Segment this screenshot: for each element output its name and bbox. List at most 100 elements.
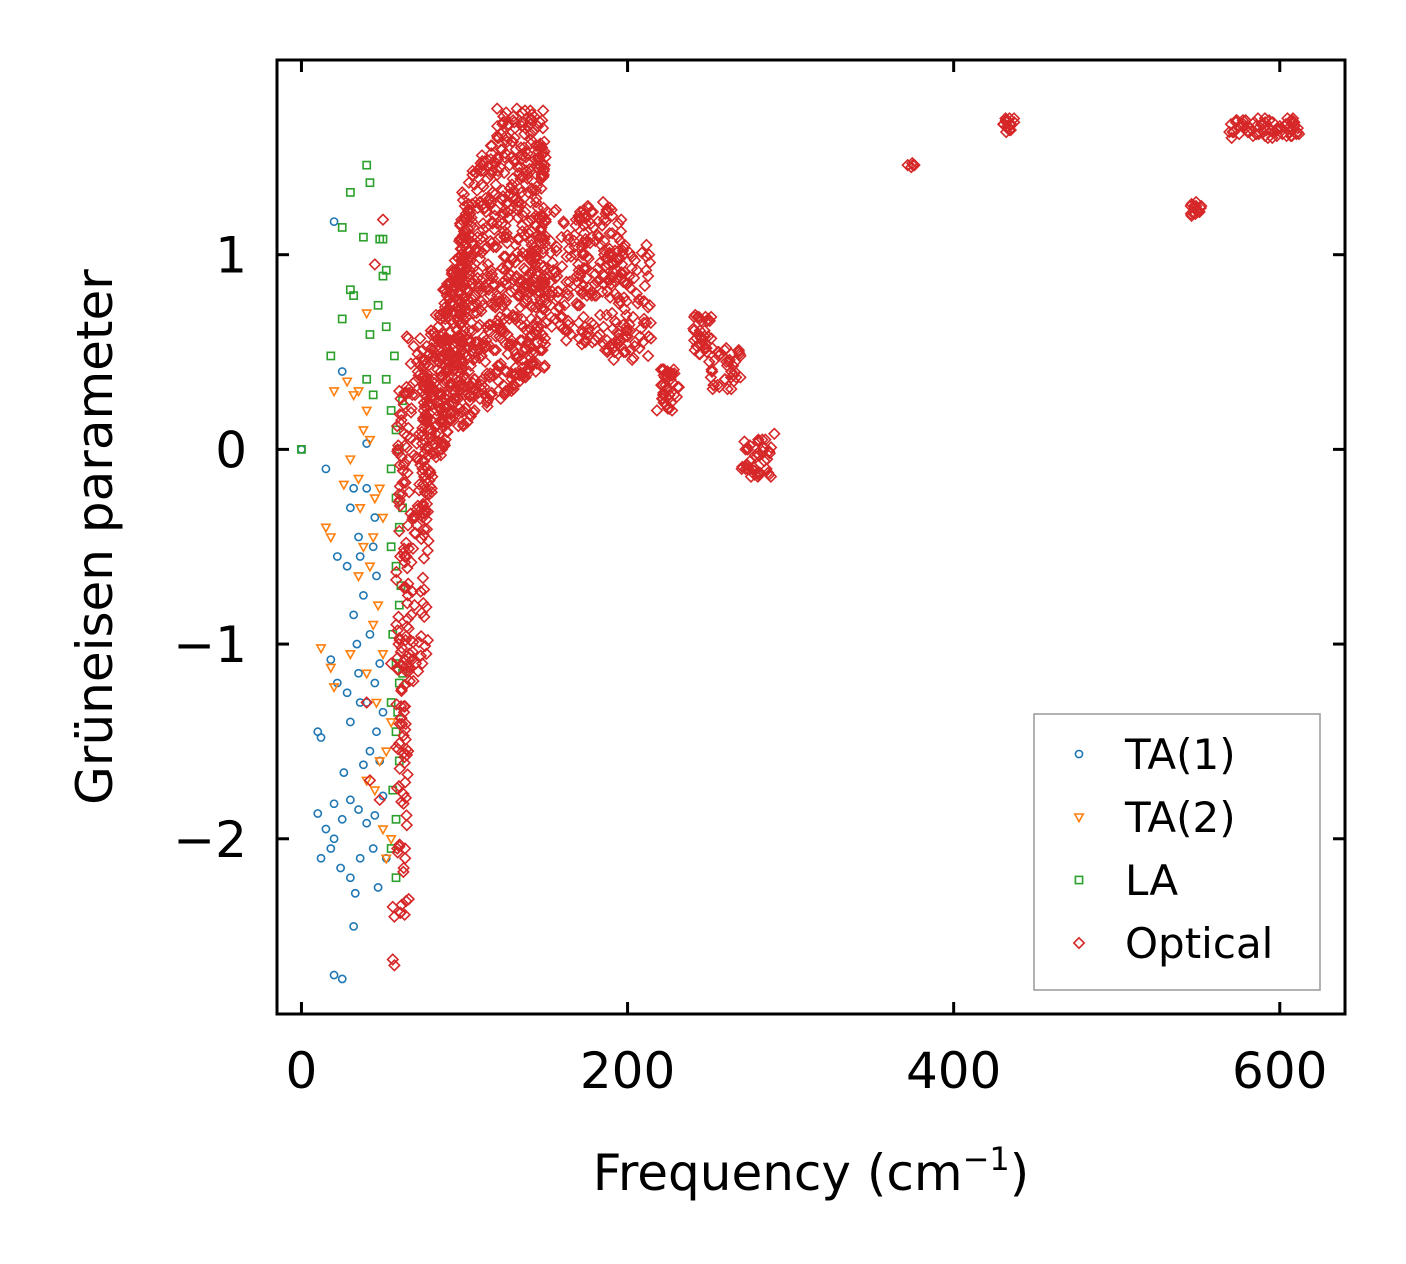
diamond-marker bbox=[599, 207, 612, 221]
diamond-marker bbox=[1241, 125, 1255, 139]
diamond-marker bbox=[535, 114, 549, 127]
circle-marker bbox=[373, 883, 383, 892]
series-optical bbox=[360, 102, 1306, 972]
diamond-marker bbox=[644, 316, 658, 330]
diamond-marker bbox=[419, 443, 433, 456]
diamond-marker bbox=[510, 269, 523, 283]
diamond-marker bbox=[417, 369, 430, 382]
diamond-marker bbox=[470, 306, 483, 320]
circle-marker bbox=[326, 844, 336, 853]
diamond-marker bbox=[904, 160, 918, 174]
diamond-marker bbox=[580, 289, 594, 302]
diamond-marker bbox=[720, 355, 733, 369]
diamond-marker bbox=[416, 497, 430, 511]
diamond-marker bbox=[389, 740, 403, 754]
diamond-marker bbox=[627, 271, 641, 285]
series-la bbox=[297, 160, 407, 883]
circle-marker bbox=[313, 809, 323, 818]
diamond-marker bbox=[628, 339, 641, 353]
diamond-marker bbox=[397, 398, 411, 411]
triangle-marker bbox=[354, 503, 366, 515]
diamond-marker bbox=[395, 682, 409, 696]
triangle-marker bbox=[369, 494, 381, 505]
diamond-marker bbox=[724, 382, 738, 396]
diamond-marker bbox=[584, 217, 598, 230]
square-marker bbox=[391, 561, 401, 571]
diamond-marker bbox=[408, 598, 421, 612]
diamond-marker bbox=[560, 287, 574, 300]
diamond-marker bbox=[752, 468, 765, 482]
diamond-marker bbox=[520, 363, 533, 376]
square-marker bbox=[362, 374, 372, 384]
diamond-marker bbox=[456, 419, 470, 433]
legend-triangle-marker bbox=[1073, 813, 1085, 824]
diamond-marker bbox=[510, 102, 524, 116]
diamond-marker bbox=[498, 151, 511, 164]
triangle-marker bbox=[369, 786, 381, 797]
diamond-marker bbox=[608, 314, 622, 328]
circle-marker bbox=[365, 629, 375, 639]
diamond-marker bbox=[431, 363, 444, 376]
diamond-marker bbox=[724, 371, 738, 384]
diamond-marker bbox=[458, 226, 472, 240]
legend-label: TA(2) bbox=[1124, 793, 1236, 842]
square-marker bbox=[345, 187, 355, 197]
legend-label: LA bbox=[1125, 856, 1178, 905]
diamond-marker bbox=[404, 357, 418, 371]
diamond-marker bbox=[503, 267, 517, 281]
diamond-marker bbox=[415, 429, 429, 443]
diamond-marker bbox=[546, 285, 559, 299]
diamond-marker bbox=[500, 236, 514, 250]
diamond-marker bbox=[508, 312, 522, 326]
diamond-marker bbox=[435, 443, 449, 456]
triangle-marker bbox=[325, 533, 337, 544]
diamond-marker bbox=[451, 392, 465, 406]
diamond-marker bbox=[573, 298, 586, 312]
diamond-marker bbox=[493, 359, 506, 373]
diamond-marker bbox=[562, 242, 576, 256]
diamond-marker bbox=[527, 279, 540, 293]
diamond-marker bbox=[519, 263, 532, 277]
diamond-marker bbox=[718, 343, 732, 357]
diamond-marker bbox=[501, 384, 515, 398]
diamond-marker bbox=[420, 497, 434, 511]
diamond-marker bbox=[555, 260, 569, 273]
diamond-marker bbox=[734, 371, 747, 384]
diamond-marker bbox=[423, 384, 437, 398]
diamond-marker bbox=[588, 334, 602, 347]
diamond-marker bbox=[392, 524, 406, 538]
diamond-marker bbox=[760, 462, 773, 476]
diamond-marker bbox=[465, 215, 479, 228]
diamond-marker bbox=[743, 454, 757, 468]
diamond-marker bbox=[537, 260, 550, 273]
diamond-marker bbox=[406, 542, 420, 556]
diamond-marker bbox=[400, 818, 414, 832]
triangle-marker bbox=[385, 834, 397, 846]
diamond-marker bbox=[457, 248, 471, 262]
circle-marker bbox=[370, 678, 380, 688]
diamond-marker bbox=[485, 139, 499, 152]
diamond-marker bbox=[515, 186, 528, 199]
diamond-marker bbox=[712, 349, 726, 363]
diamond-marker bbox=[612, 217, 625, 230]
diamond-marker bbox=[391, 651, 404, 665]
diamond-marker bbox=[476, 230, 490, 244]
diamond-marker bbox=[549, 203, 563, 217]
diamond-marker bbox=[1249, 119, 1263, 133]
square-marker bbox=[337, 314, 347, 324]
diamond-marker bbox=[1258, 112, 1272, 125]
diamond-marker bbox=[459, 238, 473, 252]
square-marker bbox=[337, 223, 347, 232]
diamond-marker bbox=[455, 335, 469, 349]
diamond-marker bbox=[400, 561, 414, 575]
triangle-marker bbox=[348, 391, 360, 402]
diamond-marker bbox=[405, 653, 419, 666]
diamond-marker bbox=[399, 536, 413, 550]
diamond-marker bbox=[390, 618, 403, 631]
diamond-marker bbox=[392, 779, 406, 793]
diamond-marker bbox=[401, 332, 415, 345]
diamond-marker bbox=[521, 168, 534, 182]
circle-marker bbox=[355, 552, 365, 561]
diamond-marker bbox=[405, 402, 418, 415]
square-marker bbox=[359, 232, 368, 242]
